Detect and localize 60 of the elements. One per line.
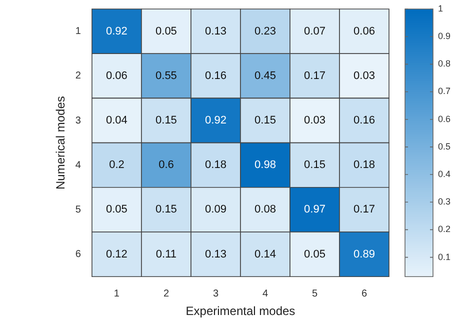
data-label: 0.6: [158, 159, 174, 172]
data-label: 0.15: [156, 204, 177, 216]
data-label: 0.03: [304, 114, 326, 127]
data-label: 0.89: [354, 248, 375, 260]
x-axis-title: Experimental modes: [186, 304, 296, 318]
x-tick-label: 4: [262, 288, 268, 300]
data-label: 0.13: [205, 25, 226, 38]
x-tick-label: 5: [312, 288, 318, 300]
data-label: 0.98: [254, 159, 276, 172]
data-label: 0.05: [106, 204, 128, 216]
color-bar-label: 0.9: [438, 31, 451, 42]
data-label: 0.18: [354, 159, 375, 172]
data-label: 0.13: [205, 248, 226, 260]
color-bar-label: 0.6: [438, 114, 451, 124]
y-tick-label: 2: [75, 70, 82, 82]
x-tick-label: 6: [361, 288, 368, 300]
data-label: 0.92: [205, 114, 226, 127]
color-bar-label: 0.7: [438, 86, 451, 96]
color-bar-label: 0.8: [438, 58, 451, 69]
data-label: 0.06: [106, 70, 128, 82]
data-label: 0.17: [304, 70, 326, 82]
data-label: 0.07: [304, 25, 326, 38]
data-label: 0.06: [354, 25, 375, 38]
data-label: 0.45: [254, 70, 276, 82]
data-label: 0.14: [254, 248, 276, 260]
data-label: 0.16: [205, 70, 226, 82]
data-label: 0.09: [205, 204, 226, 216]
data-label: 0.11: [156, 248, 177, 260]
data-label: 0.15: [254, 114, 276, 127]
color-bar-label: 0.2: [438, 224, 451, 234]
data-label: 0.05: [156, 25, 177, 38]
y-axis-title: Numerical modes: [54, 96, 68, 190]
x-tick-label: 1: [114, 288, 120, 300]
data-label: 0.92: [106, 25, 128, 38]
data-label: 0.55: [156, 70, 177, 82]
y-tick-label: 4: [75, 160, 82, 171]
data-label: 0.15: [304, 159, 326, 172]
data-label: 0.08: [254, 204, 276, 216]
color-bar-label: 0.4: [438, 169, 451, 180]
color-bar-label: 0.1: [438, 252, 451, 262]
data-label: 0.2: [109, 159, 124, 172]
y-tick-label: 1: [75, 26, 82, 38]
data-label: 0.16: [354, 114, 375, 127]
y-tick-label: 6: [75, 249, 82, 260]
y-tick-label: 3: [75, 115, 82, 126]
data-label: 0.15: [156, 114, 177, 127]
data-label: 0.23: [254, 25, 276, 38]
data-label: 0.03: [354, 70, 375, 82]
data-label: 0.18: [205, 159, 226, 172]
data-label: 0.12: [106, 248, 128, 260]
x-tick-label: 2: [163, 288, 170, 300]
x-tick-label: 3: [212, 288, 219, 300]
color-bar-label: 0.3: [438, 196, 451, 207]
data-label: 0.97: [304, 204, 326, 216]
y-tick-label: 5: [75, 204, 82, 216]
data-label: 0.05: [304, 248, 326, 260]
data-label: 0.17: [354, 204, 375, 216]
color-bar-label: 0.5: [438, 141, 451, 152]
data-label: 0.04: [106, 114, 128, 127]
color-bar-label: 1: [438, 3, 444, 14]
